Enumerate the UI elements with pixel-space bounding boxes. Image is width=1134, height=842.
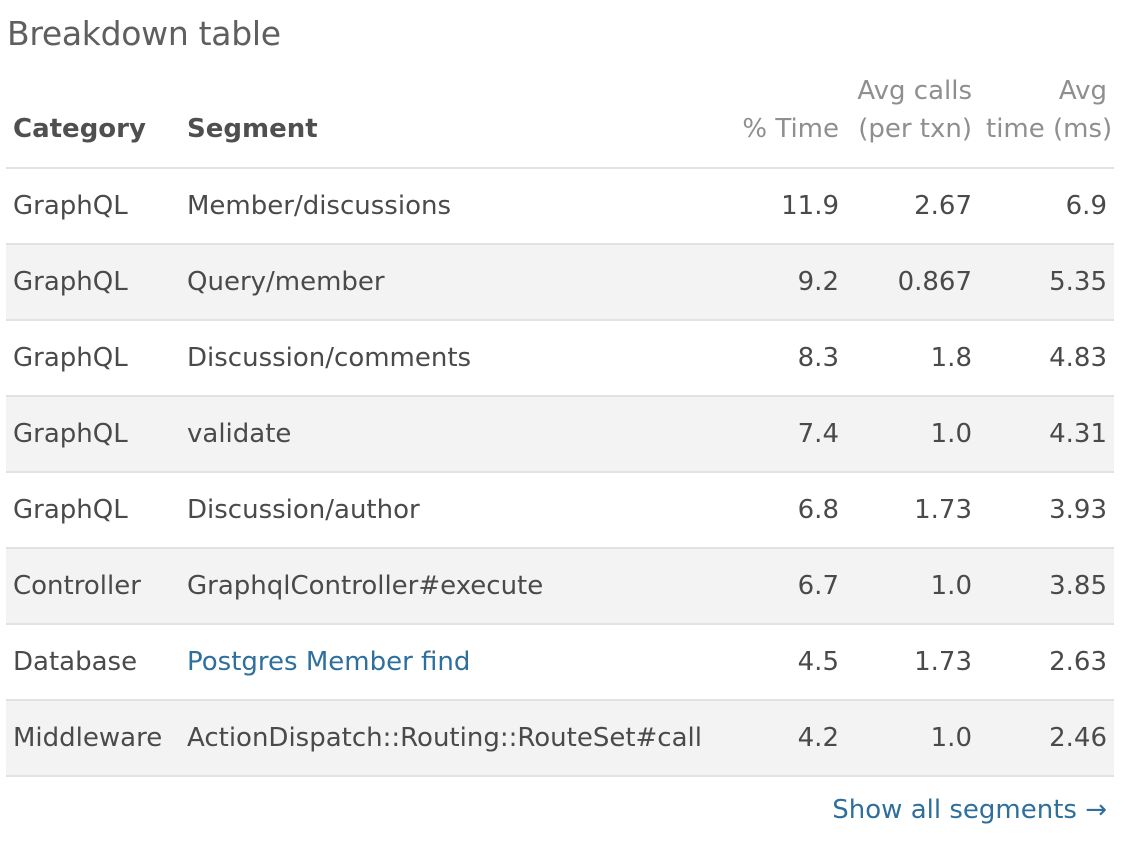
table-row: GraphQL validate 7.4 1.0 4.31 (6, 396, 1114, 473)
cell-pct-time: 9.2 (729, 244, 846, 321)
segment-link-postgres-member-find[interactable]: Postgres Member find (180, 624, 729, 701)
show-all-segments-link[interactable]: Show all segments → (832, 795, 1107, 825)
table-row: Database Postgres Member find 4.5 1.73 2… (6, 624, 1114, 701)
cell-pct-time: 6.7 (729, 548, 846, 625)
cell-avg-time: 2.63 (979, 624, 1114, 701)
column-header-pct-time[interactable]: % Time (729, 72, 846, 169)
cell-segment: validate (180, 396, 729, 473)
cell-category: Controller (6, 548, 180, 625)
cell-avg-time: 3.85 (979, 548, 1114, 625)
column-header-category[interactable]: Category (6, 72, 180, 169)
cell-avg-time: 2.46 (979, 700, 1114, 777)
table-row: Middleware ActionDispatch::Routing::Rout… (6, 700, 1114, 777)
cell-category: GraphQL (6, 320, 180, 397)
cell-pct-time: 4.5 (729, 624, 846, 701)
cell-category: GraphQL (6, 472, 180, 549)
cell-segment: Member/discussions (180, 168, 729, 245)
table-header-row: Category Segment % Time Avg calls (per t… (6, 72, 1114, 169)
cell-avg-calls: 1.8 (846, 320, 979, 397)
cell-avg-calls: 1.73 (846, 472, 979, 549)
page-title: Breakdown table (7, 14, 281, 53)
table-row: GraphQL Discussion/comments 8.3 1.8 4.83 (6, 320, 1114, 397)
cell-avg-time: 6.9 (979, 168, 1114, 245)
breakdown-table: Category Segment % Time Avg calls (per t… (6, 72, 1114, 777)
cell-avg-calls: 1.73 (846, 624, 979, 701)
table-row: GraphQL Discussion/author 6.8 1.73 3.93 (6, 472, 1114, 549)
cell-category: GraphQL (6, 244, 180, 321)
cell-avg-time: 3.93 (979, 472, 1114, 549)
column-header-avg-time[interactable]: Avg time (ms) (979, 72, 1114, 169)
cell-avg-time: 4.83 (979, 320, 1114, 397)
cell-avg-time: 4.31 (979, 396, 1114, 473)
cell-avg-calls: 1.0 (846, 700, 979, 777)
table-row: Controller GraphqlController#execute 6.7… (6, 548, 1114, 625)
cell-pct-time: 8.3 (729, 320, 846, 397)
column-header-segment[interactable]: Segment (180, 72, 729, 169)
cell-category: GraphQL (6, 168, 180, 245)
cell-avg-calls: 1.0 (846, 548, 979, 625)
column-header-avg-time-line2: time (ms) (986, 114, 1113, 144)
cell-category: Middleware (6, 700, 180, 777)
cell-avg-calls: 0.867 (846, 244, 979, 321)
cell-avg-calls: 1.0 (846, 396, 979, 473)
cell-pct-time: 7.4 (729, 396, 846, 473)
column-header-avg-calls[interactable]: Avg calls (per txn) (846, 72, 979, 169)
cell-avg-time: 5.35 (979, 244, 1114, 321)
cell-segment: Discussion/author (180, 472, 729, 549)
cell-segment: Discussion/comments (180, 320, 729, 397)
column-header-avg-time-line1: Avg (1058, 76, 1107, 106)
cell-segment: Query/member (180, 244, 729, 321)
table-row: GraphQL Member/discussions 11.9 2.67 6.9 (6, 168, 1114, 245)
column-header-avg-calls-line2: (per txn) (858, 114, 972, 144)
cell-segment: GraphqlController#execute (180, 548, 729, 625)
cell-avg-calls: 2.67 (846, 168, 979, 245)
column-header-avg-calls-line1: Avg calls (857, 76, 972, 106)
cell-pct-time: 4.2 (729, 700, 846, 777)
cell-segment: ActionDispatch::Routing::RouteSet#call (180, 700, 729, 777)
cell-category: Database (6, 624, 180, 701)
table-row: GraphQL Query/member 9.2 0.867 5.35 (6, 244, 1114, 321)
cell-category: GraphQL (6, 396, 180, 473)
cell-pct-time: 11.9 (729, 168, 846, 245)
cell-pct-time: 6.8 (729, 472, 846, 549)
